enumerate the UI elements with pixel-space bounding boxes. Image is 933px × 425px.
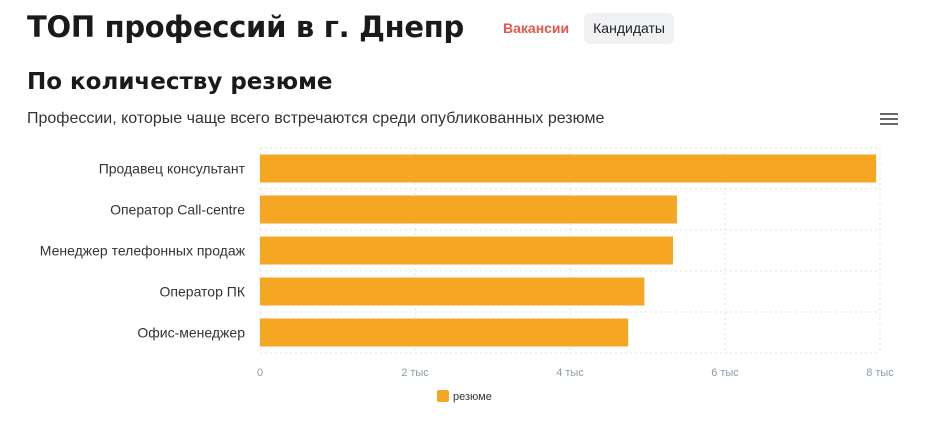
legend-swatch[interactable] [437, 390, 449, 402]
bar[interactable] [260, 236, 674, 265]
bar-chart: Продавец консультант Оператор Call-centre… [40, 147, 894, 403]
category-label: Оператор ПК [160, 284, 246, 300]
bar[interactable] [260, 277, 645, 306]
tab-bar: Вакансии Кандидаты [494, 13, 674, 44]
section-title: По количеству резюме [27, 69, 333, 95]
page-title: ТОП профессий в г. Днепр [27, 10, 464, 44]
category-label: Продавец консультант [99, 161, 246, 177]
tab-vacancies[interactable]: Вакансии [503, 20, 570, 36]
category-label: Оператор Call-centre [110, 202, 245, 218]
hamburger-menu-icon[interactable] [880, 113, 898, 127]
x-tick-label: 8 тыс [866, 367, 894, 379]
category-label: Менеджер телефонных продаж [40, 243, 246, 259]
legend-label[interactable]: резюме [453, 391, 492, 403]
x-tick-label: 0 [257, 367, 263, 379]
x-tick-label: 4 тыс [556, 367, 584, 379]
chart-subtitle: Профессии, которые чаще всего встречаютс… [27, 110, 605, 127]
x-tick-label: 2 тыс [401, 367, 429, 379]
category-label: Офис-менеджер [137, 325, 245, 341]
x-tick-label: 6 тыс [711, 367, 739, 379]
tab-candidates[interactable]: Кандидаты [584, 13, 674, 44]
bar[interactable] [260, 318, 629, 347]
bar[interactable] [260, 154, 877, 183]
bar[interactable] [260, 195, 677, 224]
